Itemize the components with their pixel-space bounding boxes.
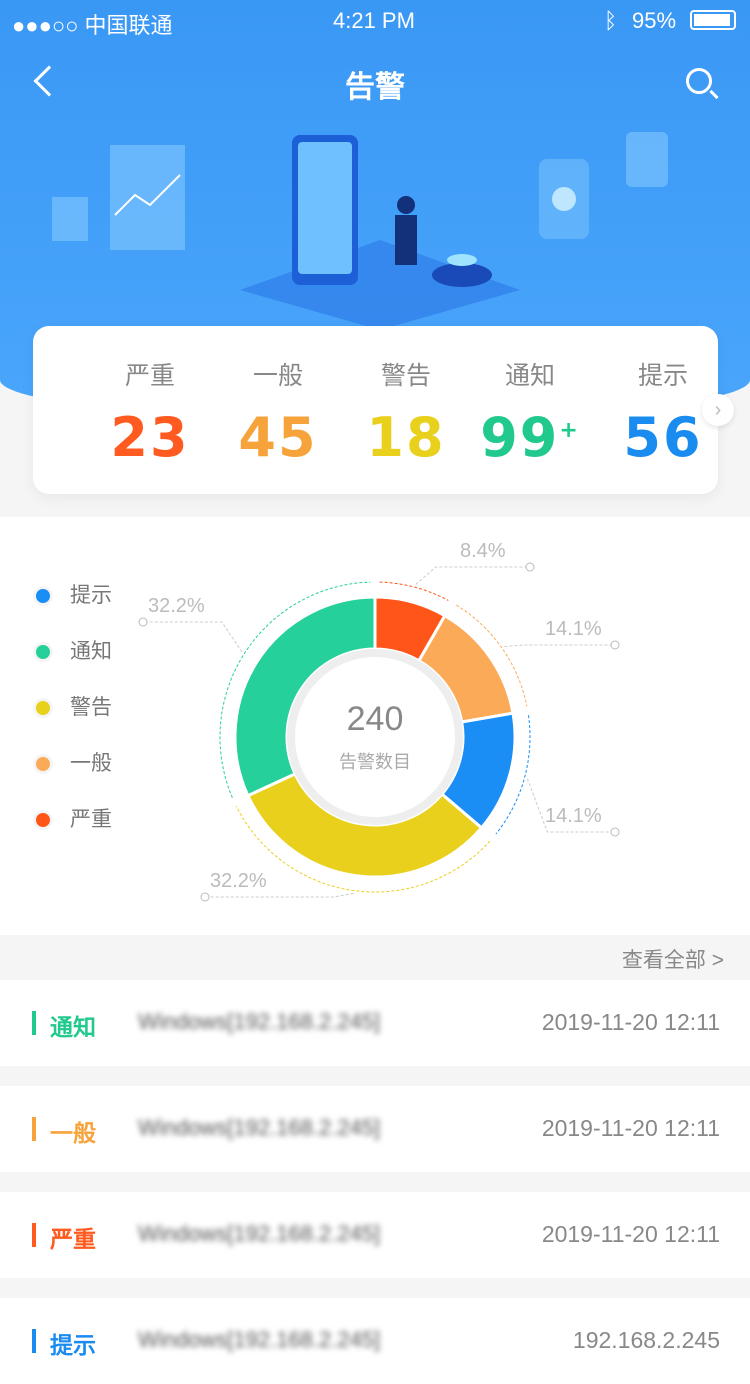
legend-dot-icon [36, 701, 50, 716]
alarm-time: 2019-11-20 12:11 [541, 1115, 720, 1141]
legend-label: 提示 [70, 584, 112, 607]
summary-next-button[interactable]: › [702, 394, 734, 426]
legend-label: 警告 [70, 696, 112, 719]
legend-item: 一般 [36, 747, 112, 777]
summary-stat[interactable]: 通知 99+ [465, 356, 595, 469]
stat-label: 通知 [504, 362, 555, 390]
level-indicator [32, 1117, 36, 1141]
alarm-time: 192.168.2.245 [572, 1327, 720, 1353]
status-bar: ●●●○○ 中国联通 4:21 PM ᛒ 95% [0, 0, 750, 40]
legend-item: 警告 [36, 691, 112, 721]
cloud-icon [52, 197, 88, 241]
alarm-source: Windows[192.168.2.245] [138, 1221, 381, 1246]
stat-label: 一般 [252, 362, 303, 390]
legend-item: 提示 [36, 579, 112, 609]
illustration [240, 135, 520, 330]
bell-card-icon [539, 159, 589, 239]
leader-line [526, 778, 615, 833]
alarm-row[interactable]: 通知 Windows[192.168.2.245] 2019-11-20 12:11 [0, 980, 750, 1066]
slice-percent-label: 8.4% [460, 540, 506, 562]
stat-count: 45 [213, 406, 343, 469]
legend-label: 一般 [70, 752, 112, 775]
leader-line [415, 566, 530, 585]
chart-panel-graphic [110, 145, 185, 250]
alarm-row[interactable]: 一般 Windows[192.168.2.245] 2019-11-20 12:11 [0, 1086, 750, 1172]
alarm-source: Windows[192.168.2.245] [138, 1115, 381, 1140]
legend-dot-icon [36, 645, 50, 660]
donut-outer-arc [495, 715, 531, 835]
stat-count: 99+ [465, 406, 595, 469]
stat-count: 18 [341, 406, 471, 469]
alarm-time: 2019-11-20 12:11 [541, 1009, 720, 1035]
leader-line [504, 644, 615, 648]
stat-label: 提示 [637, 362, 688, 390]
leader-line [205, 893, 354, 898]
alarm-source: Windows[192.168.2.245] [138, 1327, 381, 1352]
donut-chart: 8.4% 14.1% 14.1% 32.2% 32.2% [138, 540, 620, 902]
legend-item: 通知 [36, 635, 112, 665]
summary-stat[interactable]: 一般 45 [213, 356, 343, 469]
alarm-level: 严重 [50, 1226, 96, 1252]
stat-count-value: 23 [110, 406, 190, 469]
donut-center-label: 告警数目 [339, 752, 411, 772]
alarm-level: 一般 [50, 1120, 96, 1146]
bluetooth-icon: ᛒ [604, 8, 618, 33]
level-indicator [32, 1329, 36, 1353]
stat-label: 严重 [124, 362, 175, 390]
see-all-link[interactable]: 查看全部 > [621, 949, 724, 972]
alarm-level: 提示 [50, 1332, 96, 1358]
message-icon [626, 132, 668, 187]
alarm-row[interactable]: 严重 Windows[192.168.2.245] 2019-11-20 12:11 [0, 1192, 750, 1278]
leader-dot [138, 617, 148, 627]
slice-percent-label: 32.2% [210, 870, 267, 892]
legend-label: 严重 [70, 808, 112, 831]
donut-outer-arc [379, 581, 449, 601]
slice-percent-label: 32.2% [148, 595, 205, 617]
donut-outer-arc [235, 805, 491, 893]
slice-percent-label: 14.1% [545, 805, 602, 827]
stat-count-value: 45 [238, 406, 318, 469]
summary-stat[interactable]: 严重 23 [85, 356, 215, 469]
battery-percent: 95% [632, 8, 677, 33]
summary-stat[interactable]: 提示 56 [598, 356, 728, 469]
donut-outer-arc [456, 604, 528, 707]
donut-center-value: 240 [346, 700, 404, 738]
search-button[interactable] [686, 68, 712, 94]
clock: 4:21 PM [333, 8, 415, 33]
level-indicator [32, 1011, 36, 1035]
alarm-row[interactable]: 提示 Windows[192.168.2.245] 192.168.2.245 [0, 1298, 750, 1384]
donut-outer-arc [219, 581, 371, 798]
leader-line [143, 621, 243, 653]
legend-label: 通知 [70, 640, 112, 663]
legend-dot-icon [36, 813, 50, 828]
donut-inner-ring [287, 649, 463, 825]
leader-dot [200, 892, 210, 902]
level-indicator [32, 1223, 36, 1247]
stat-count-value: 99 [480, 406, 560, 469]
legend-dot-icon [36, 589, 50, 604]
leader-dot [610, 640, 620, 650]
legend-item: 严重 [36, 803, 112, 833]
alarm-level: 通知 [50, 1014, 96, 1040]
alarm-summary-card: 严重 23 一般 45 警告 18 通知 99+ 提示 56 [33, 326, 718, 494]
battery-icon [690, 10, 736, 30]
alarm-source: Windows[192.168.2.245] [138, 1009, 381, 1034]
leader-dot [525, 562, 535, 572]
leader-dot [610, 827, 620, 837]
legend-dot-icon [36, 757, 50, 772]
stat-label: 警告 [380, 362, 431, 390]
summary-stat[interactable]: 警告 18 [341, 356, 471, 469]
carrier: ●●●○○ 中国联通 [12, 13, 173, 38]
alarm-time: 2019-11-20 12:11 [541, 1221, 720, 1247]
alarm-chart-panel: 提示 通知 警告 一般 严重 8.4% 14.1% 14.1% 32.2% 32.2% 240 … [0, 517, 750, 935]
page-title: 告警 [345, 71, 405, 104]
slice-percent-label: 14.1% [545, 618, 602, 640]
stat-count-sup: + [559, 418, 580, 443]
stat-count: 56 [598, 406, 728, 469]
stat-count: 23 [85, 406, 215, 469]
stat-count-value: 56 [623, 406, 703, 469]
stat-count-value: 18 [366, 406, 446, 469]
